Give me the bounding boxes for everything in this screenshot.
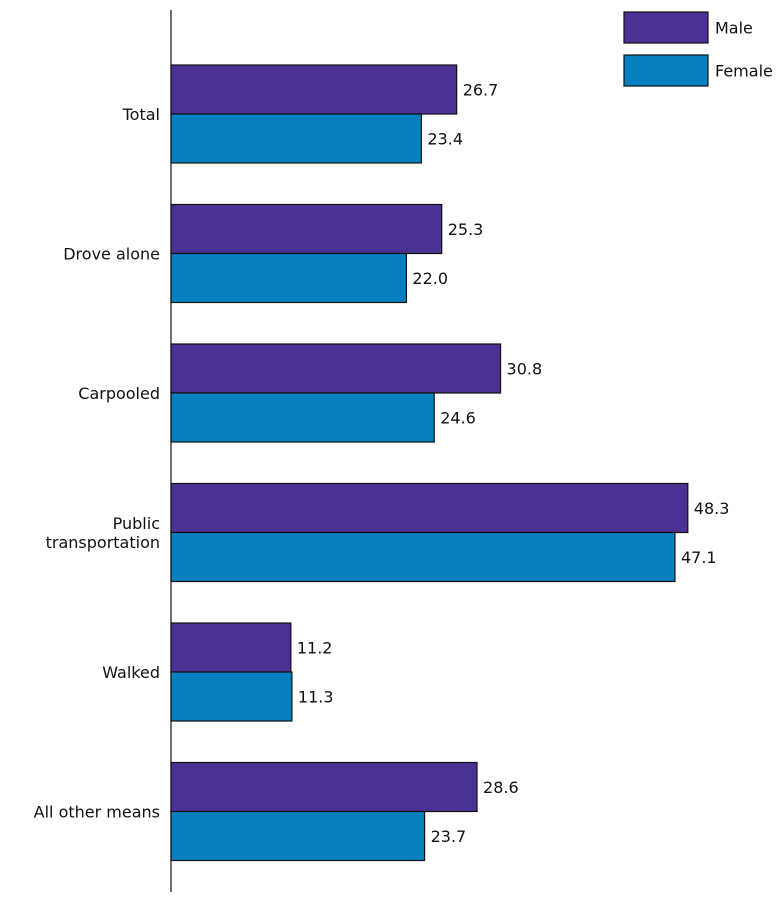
legend-label-male: Male <box>715 19 753 38</box>
category-label-5: All other means <box>34 803 160 822</box>
category-label-line: Walked <box>102 663 160 682</box>
legend-label-female: Female <box>715 62 773 81</box>
bar-female-0 <box>170 113 422 164</box>
legend: Male Female <box>623 11 773 87</box>
legend-swatch-female <box>623 54 709 87</box>
value-label-male-5: 28.6 <box>483 778 519 797</box>
bars-group <box>170 64 689 862</box>
value-label-male-4: 11.2 <box>297 639 333 658</box>
category-label-line: Drove alone <box>63 245 160 264</box>
category-label-line: Carpooled <box>78 384 160 403</box>
value-label-female-0: 23.4 <box>427 130 463 149</box>
bar-male-5 <box>170 761 478 813</box>
value-label-male-1: 25.3 <box>448 220 484 239</box>
category-label-line: transportation <box>46 533 160 552</box>
value-label-female-5: 23.7 <box>431 827 467 846</box>
bar-male-4 <box>170 622 292 673</box>
category-label-3: Public transportation <box>46 514 160 552</box>
value-label-male-0: 26.7 <box>463 81 499 100</box>
bar-female-5 <box>170 810 426 862</box>
category-label-line: Total <box>122 105 160 124</box>
bar-male-2 <box>170 343 502 394</box>
category-label-4: Walked <box>102 663 160 682</box>
bar-male-1 <box>170 203 443 255</box>
category-label-line: Public <box>113 514 160 533</box>
bar-female-2 <box>170 392 435 443</box>
value-label-female-3: 47.1 <box>681 548 717 567</box>
bar-female-4 <box>170 671 293 722</box>
value-label-female-1: 22.0 <box>412 269 448 288</box>
labels-group: 26.7 23.4 Total 25.3 22.0 Drove alone 30.8 24.6… <box>34 81 730 847</box>
bar-male-0 <box>170 64 458 115</box>
value-label-female-2: 24.6 <box>440 409 476 428</box>
category-label-0: Total <box>122 105 160 124</box>
category-label-line: All other means <box>34 803 160 822</box>
legend-swatch-male <box>623 11 709 44</box>
bar-male-3 <box>170 482 689 534</box>
value-label-male-3: 48.3 <box>694 499 730 518</box>
bar-female-3 <box>170 531 676 583</box>
category-label-2: Carpooled <box>78 384 160 403</box>
value-label-male-2: 30.8 <box>507 360 543 379</box>
value-label-female-4: 11.3 <box>298 688 334 707</box>
category-label-1: Drove alone <box>63 245 160 264</box>
bar-female-1 <box>170 252 407 304</box>
